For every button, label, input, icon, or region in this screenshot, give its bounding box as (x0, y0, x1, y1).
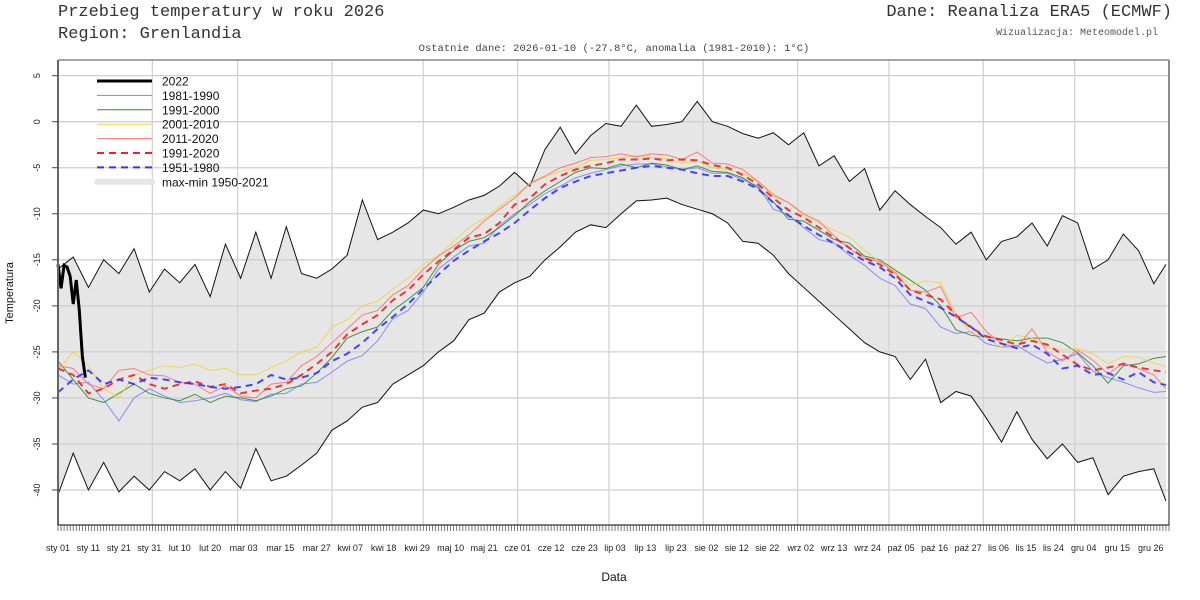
x-tick-label: sty 31 (137, 543, 161, 553)
series-line-1951-1980 (57, 164, 1167, 394)
x-tick-label: mar 27 (303, 543, 331, 553)
y-tick-label: -30 (32, 391, 42, 404)
x-tick-label: sty 11 (77, 543, 100, 553)
series-line-current (56, 262, 87, 378)
x-tick-label: lip 03 (604, 543, 626, 553)
legend-label: 1951-1980 (162, 161, 220, 175)
x-tick-label: cze 01 (504, 543, 531, 553)
y-tick-label: -5 (32, 164, 42, 172)
x-axis-title: Data (601, 570, 627, 584)
series-line-1981-1990 (57, 163, 1166, 422)
x-tick-label: cze 23 (571, 543, 598, 553)
x-tick-label: lis 24 (1043, 543, 1064, 553)
series-min-line (57, 197, 1167, 502)
x-tick-label: lut 20 (199, 543, 221, 553)
x-tick-label: paź 05 (888, 543, 915, 553)
x-tick-label: wrz 02 (786, 543, 814, 553)
series-max-line (57, 100, 1167, 299)
x-tick-label: sty 01 (46, 543, 70, 553)
y-tick-label: -10 (32, 207, 42, 220)
legend-label: 2022 (162, 75, 189, 89)
x-tick-label: sie 12 (725, 543, 749, 553)
legend-label: 2011-2020 (162, 132, 219, 146)
series-line-1991-2020 (57, 157, 1167, 395)
x-tick-label: kwi 18 (371, 543, 397, 553)
x-tick-label: wrz 24 (853, 543, 881, 553)
x-tick-label: mar 03 (230, 543, 258, 553)
x-tick-label: lip 13 (635, 543, 657, 553)
series-line-2001-2010 (57, 155, 1167, 399)
region-label: Region: Grenlandia (58, 25, 242, 44)
y-tick-label: -25 (32, 345, 42, 358)
x-tick-label: maj 10 (437, 543, 464, 553)
legend-label: 1981-1990 (162, 89, 220, 103)
x-tick-label: sie 02 (694, 543, 718, 553)
x-tick-label: sty 21 (107, 543, 131, 553)
x-tick-label: paź 16 (921, 543, 948, 553)
legend-label: max-min 1950-2021 (162, 175, 269, 189)
legend-label: 2001-2010 (162, 118, 220, 132)
x-tick-label: wrz 13 (820, 543, 848, 553)
y-tick-label: -35 (32, 437, 42, 450)
y-tick-label: -15 (32, 253, 42, 266)
legend-label: 1991-2020 (162, 147, 220, 161)
x-tick-label: gru 15 (1104, 543, 1130, 553)
x-tick-label: kwi 29 (404, 543, 430, 553)
x-tick-label: lut 10 (169, 543, 191, 553)
x-tick-label: kwi 07 (337, 543, 363, 553)
legend-label: 1991-2000 (162, 103, 220, 117)
x-tick-label: sie 22 (755, 543, 779, 553)
x-tick-label: lip 23 (665, 543, 687, 553)
credit: Wizualizacja: Meteomodel.pl (995, 28, 1158, 39)
x-tick-label: maj 21 (471, 543, 498, 553)
y-tick-label: 5 (32, 73, 42, 78)
x-tick-label: paź 27 (955, 543, 982, 553)
y-tick-label: -20 (32, 299, 42, 312)
x-tick-label: gru 04 (1071, 543, 1097, 553)
x-tick-label: cze 12 (538, 543, 565, 553)
x-tick-label: gru 26 (1138, 543, 1164, 553)
data-source: Dane: Reanaliza ERA5 (ECMWF) (886, 3, 1172, 22)
chart-title: Przebieg temperatury w roku 2026 (58, 3, 385, 22)
x-tick-label: lis 15 (1015, 543, 1036, 553)
y-tick-label: 0 (32, 119, 42, 124)
x-tick-label: lis 06 (988, 543, 1009, 553)
series-line-2011-2020 (57, 151, 1167, 399)
y-axis-title: Temperatura (4, 261, 16, 324)
last-data-note: Ostatnie dane: 2026-01-10 (-27.8°C, anom… (418, 43, 810, 55)
x-tick-label: mar 15 (266, 543, 294, 553)
y-tick-label: -40 (32, 484, 42, 497)
